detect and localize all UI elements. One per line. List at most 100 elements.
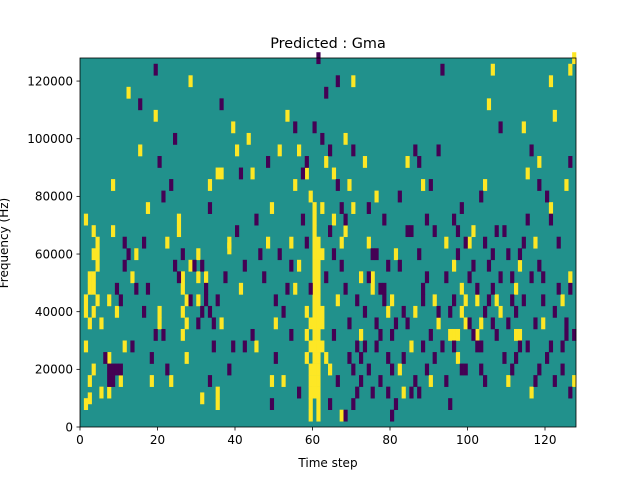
heatmap-cell-high	[153, 109, 158, 122]
heatmap-cell-low	[382, 294, 387, 307]
heatmap-cell-low	[211, 340, 216, 353]
heatmap-cell-low	[440, 63, 445, 76]
heatmap-cell-low	[359, 375, 364, 387]
heatmap-cell-low	[343, 282, 348, 295]
heatmap-cell-high	[114, 305, 120, 318]
heatmap-cell-low	[370, 386, 375, 399]
heatmap-cell-high	[95, 248, 100, 261]
heatmap-cell-high	[157, 317, 162, 330]
heatmap-cell-low	[145, 282, 151, 295]
heatmap-cell-low	[211, 317, 216, 330]
heatmap-cell-high	[165, 236, 170, 249]
heatmap-cell-low	[548, 340, 554, 353]
plot-area	[80, 52, 577, 427]
heatmap-cell-low	[390, 328, 395, 341]
heatmap-cell-high	[343, 132, 348, 145]
heatmap-cell-high	[405, 156, 410, 168]
heatmap-cell-low	[200, 259, 205, 272]
heatmap-cell-low	[161, 190, 166, 203]
heatmap-cell-low	[118, 363, 123, 376]
heatmap-cell-high	[514, 328, 519, 341]
heatmap-cell-low	[207, 305, 213, 318]
heatmap-cell-low	[281, 305, 286, 318]
heatmap-cell-low	[510, 271, 515, 284]
heatmap-cell-high	[118, 375, 123, 387]
heatmap-cell-high	[126, 86, 131, 99]
heatmap-cell-low	[169, 179, 174, 191]
heatmap-cell-high	[320, 317, 325, 330]
heatmap-cell-low	[304, 236, 309, 249]
heatmap-cell-high	[91, 271, 96, 284]
heatmap-cell-low	[254, 213, 259, 226]
heatmap-cell-low	[564, 328, 569, 341]
heatmap-cell-high	[541, 317, 546, 330]
heatmap-cell-low	[114, 363, 120, 376]
heatmap-cell-high	[359, 271, 364, 284]
heatmap-cell-high	[196, 271, 201, 284]
heatmap-cell-high	[568, 271, 573, 284]
heatmap-cell-low	[269, 398, 275, 410]
heatmap-cell-low	[386, 352, 391, 364]
heatmap-cell-high	[111, 225, 116, 238]
heatmap-cell-high	[95, 259, 100, 272]
heatmap-cell-low	[227, 363, 232, 376]
heatmap-cell-low	[293, 121, 298, 134]
heatmap-cell-low	[351, 144, 356, 157]
heatmap-cell-high	[312, 282, 317, 295]
heatmap-cell-high	[308, 317, 313, 330]
heatmap-cell-high	[370, 282, 375, 295]
heatmap-cell-high	[91, 225, 96, 238]
heatmap-cell-high	[176, 213, 182, 226]
heatmap-cell-low	[343, 213, 348, 226]
heatmap-cell-low	[149, 352, 154, 364]
heatmap-cell-low	[421, 340, 426, 353]
heatmap-cell-low	[490, 317, 495, 330]
heatmap-cell-high	[157, 305, 162, 318]
heatmap-cell-low	[455, 225, 461, 238]
heatmap-cell-low	[444, 271, 449, 284]
heatmap-cell-high	[548, 75, 554, 88]
heatmap-cell-low	[409, 225, 414, 238]
heatmap-cell-low	[366, 202, 371, 214]
heatmap-cell-low	[204, 282, 209, 295]
heatmap-cell-high	[351, 202, 356, 214]
heatmap-cell-low	[300, 167, 306, 180]
heatmap-cell-low	[506, 317, 511, 330]
heatmap-cell-high	[452, 259, 457, 272]
heatmap-cell-low	[235, 225, 240, 238]
heatmap-cell-high	[312, 225, 317, 238]
heatmap-cell-low	[122, 259, 127, 272]
heatmap-cell-high	[339, 409, 344, 422]
heatmap-cell-low	[455, 248, 461, 261]
heatmap-cell-high	[331, 167, 337, 180]
heatmap-cell-low	[521, 236, 526, 249]
heatmap-cell-low	[374, 248, 379, 261]
heatmap-cell-high	[99, 386, 104, 399]
heatmap-cell-low	[498, 271, 503, 284]
y-tick-label: 0	[65, 420, 73, 434]
heatmap-cell-low	[413, 375, 418, 387]
heatmap-cell-low	[390, 363, 395, 376]
heatmap-cell-high	[312, 202, 317, 214]
heatmap-cell-low	[103, 352, 108, 364]
heatmap-cell-high	[459, 305, 464, 318]
heatmap-cell-high	[475, 294, 480, 307]
heatmap-cell-low	[231, 340, 236, 353]
heatmap-cell-high	[479, 317, 484, 330]
heatmap-cell-low	[537, 179, 542, 191]
heatmap-cell-low	[537, 259, 542, 272]
heatmap-cell-low	[335, 75, 340, 88]
heatmap-cell-high	[184, 317, 189, 330]
heatmap-cell-low	[552, 305, 557, 318]
heatmap-cell-high	[184, 352, 189, 364]
heatmap-cell-low	[173, 259, 178, 272]
heatmap-cell-low	[339, 202, 344, 214]
heatmap-cell-low	[502, 225, 507, 238]
heatmap-cell-high	[227, 236, 232, 249]
heatmap-cell-high	[448, 328, 453, 341]
heatmap-cell-high	[494, 294, 499, 307]
heatmap-cell-low	[413, 144, 418, 157]
heatmap-cell-high	[316, 398, 321, 410]
heatmap-cell-low	[417, 156, 422, 168]
heatmap-cell-high	[138, 144, 143, 157]
